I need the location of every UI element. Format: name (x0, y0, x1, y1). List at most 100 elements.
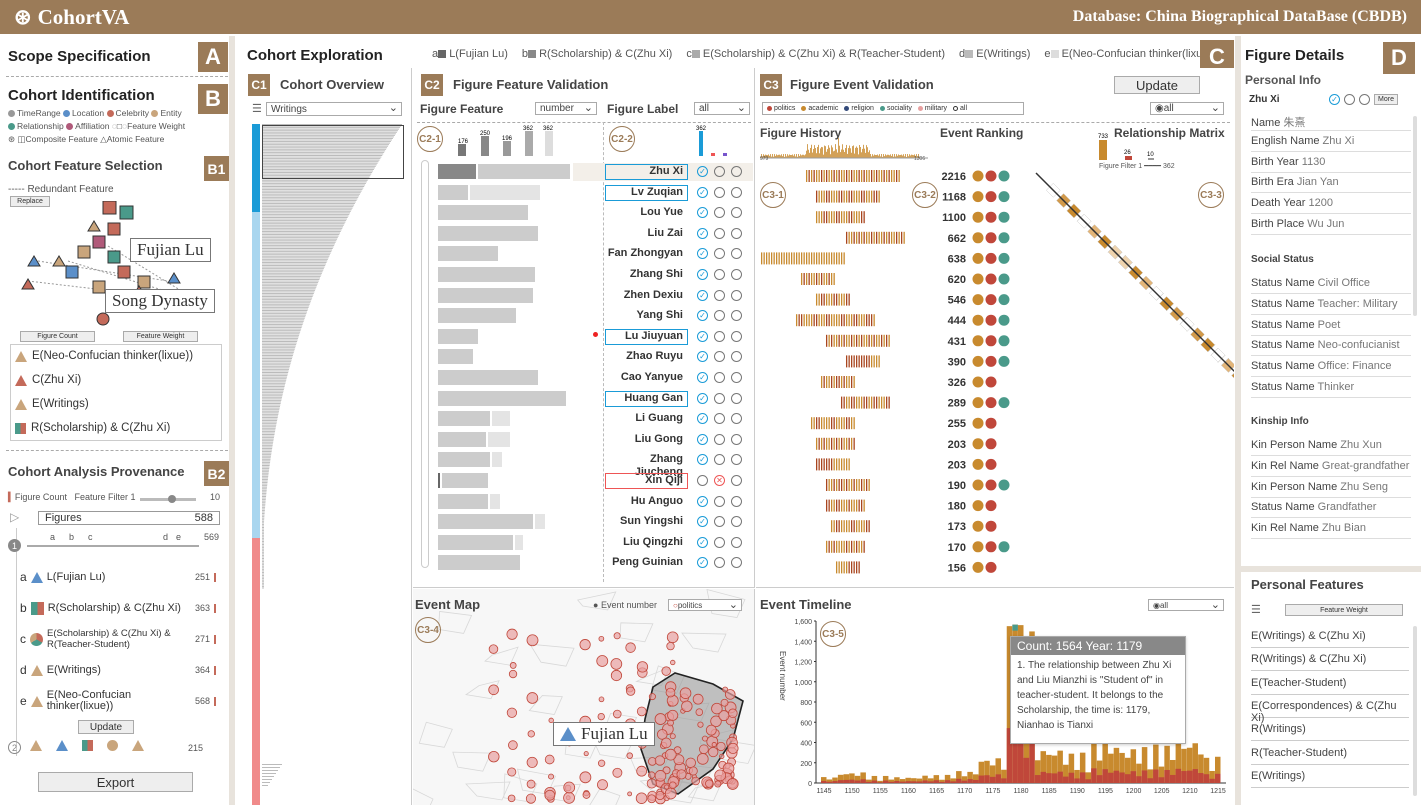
timeline-bar-politics[interactable] (1147, 778, 1153, 783)
event-point[interactable] (506, 628, 518, 640)
timeline-bar-politics[interactable] (1209, 778, 1215, 783)
event-point[interactable] (688, 766, 698, 776)
timeline-bar[interactable] (871, 775, 878, 783)
event-point[interactable] (724, 689, 736, 700)
timeline-bar-politics[interactable] (826, 781, 833, 783)
figure-label-radios[interactable]: ✓ (697, 413, 742, 425)
timeline-bar-politics[interactable] (1102, 769, 1108, 783)
feature-bar[interactable] (438, 349, 473, 365)
timeline-bar-politics[interactable] (854, 780, 861, 783)
provenance-item[interactable]: d E(Writings) 364 (20, 659, 216, 681)
figure-label-radios[interactable]: ✓ (697, 289, 742, 301)
feature-scrollbar[interactable] (421, 160, 429, 568)
event-update-button[interactable]: Update (1114, 76, 1200, 94)
history-histogram[interactable] (760, 138, 928, 160)
figure-label-radios[interactable]: ✓ (697, 433, 742, 445)
event-point[interactable] (597, 759, 606, 767)
event-point[interactable] (668, 781, 677, 790)
event-point[interactable] (613, 632, 621, 640)
event-history-row[interactable] (816, 293, 850, 306)
timeline-bar-politics[interactable] (860, 779, 866, 783)
timeline-bar[interactable] (1040, 751, 1047, 783)
overview-brush[interactable] (262, 125, 404, 179)
event-type-filter[interactable]: politics academic religion sociality mil… (762, 102, 1024, 115)
event-point[interactable] (597, 712, 605, 721)
figure-name[interactable]: Yang Shi (636, 309, 683, 322)
timeline-bar-politics[interactable] (1136, 776, 1142, 783)
timeline-bar-politics[interactable] (1175, 768, 1182, 783)
timeline-bar[interactable] (1074, 769, 1080, 783)
event-history-row[interactable] (836, 561, 860, 574)
timeline-bar-politics[interactable] (1153, 769, 1159, 783)
event-point[interactable] (720, 698, 729, 707)
event-point[interactable] (612, 767, 623, 778)
timeline-bar[interactable] (1057, 750, 1063, 783)
event-point[interactable] (669, 733, 676, 740)
timeline-bar[interactable] (1046, 754, 1052, 783)
timeline-bar-politics[interactable] (1203, 774, 1210, 783)
timeline-bar-politics[interactable] (1012, 727, 1018, 783)
timeline-bar[interactable] (933, 775, 940, 783)
figure-label-radios[interactable]: ✓ (697, 516, 742, 528)
figure-label-radios[interactable]: ✓ (697, 248, 742, 260)
timeline-bar-politics[interactable] (1068, 772, 1075, 783)
timeline-bar-politics[interactable] (1046, 773, 1052, 783)
event-point[interactable] (507, 794, 516, 803)
personal-feature-row[interactable]: E(Writings) (1251, 766, 1409, 788)
event-point[interactable] (670, 659, 676, 666)
event-point[interactable] (509, 662, 517, 669)
timeline-bar-politics[interactable] (1141, 770, 1148, 783)
timeline-bar-politics[interactable] (1130, 771, 1137, 783)
timeline-bar[interactable] (978, 761, 985, 783)
feature-bar[interactable] (438, 370, 538, 385)
event-history-row[interactable] (816, 211, 865, 224)
figure-label-radios[interactable]: ✓ (697, 495, 742, 507)
timeline-bar-politics[interactable] (1158, 777, 1165, 783)
event-point[interactable] (710, 715, 722, 728)
timeline-bar[interactable] (826, 779, 833, 783)
feature-histogram[interactable]: 176 250 196 362 362 (453, 123, 563, 157)
event-point[interactable] (647, 771, 656, 779)
event-point[interactable] (506, 707, 518, 718)
event-point[interactable] (665, 687, 676, 698)
event-point[interactable] (488, 750, 500, 763)
event-point[interactable] (625, 642, 636, 653)
label-histogram[interactable]: 362 (693, 123, 743, 157)
timeline-bar-politics[interactable] (1034, 775, 1041, 783)
feature-weight-button[interactable]: Feature Weight (123, 331, 198, 342)
personal-feature-row[interactable]: E(Teacher-Student) (1251, 673, 1409, 695)
relationship-matrix[interactable] (1035, 172, 1234, 383)
timeline-bar[interactable] (1186, 747, 1193, 783)
event-history-row[interactable] (826, 499, 865, 512)
feature-bar[interactable] (438, 308, 516, 324)
timeline-bar[interactable] (843, 774, 850, 783)
timeline-bar[interactable] (972, 774, 979, 783)
event-point[interactable] (699, 744, 709, 755)
feature-bar[interactable] (438, 390, 566, 406)
feature-weight-sort[interactable]: Feature Weight (1285, 604, 1403, 616)
provenance-item[interactable]: a L(Fujian Lu) 251 (20, 566, 216, 588)
event-point[interactable] (691, 776, 700, 786)
event-point[interactable] (596, 655, 609, 667)
event-history-row[interactable] (811, 417, 855, 430)
event-point[interactable] (702, 735, 708, 742)
feature-bar[interactable] (438, 514, 545, 530)
event-point[interactable] (728, 708, 738, 719)
event-rows[interactable]: 2216 1168 1100 662 638 620 546 444 431 390 326 289 2… (756, 164, 1234, 588)
timeline-select[interactable]: ◉ all (1148, 598, 1224, 611)
timeline-bar-politics[interactable] (871, 780, 878, 783)
timeline-bar-politics[interactable] (849, 779, 855, 783)
event-point[interactable] (661, 666, 671, 676)
event-history-row[interactable] (816, 190, 880, 203)
timeline-bar-politics[interactable] (927, 781, 934, 783)
event-point[interactable] (508, 740, 518, 750)
timeline-bar[interactable] (1006, 626, 1013, 783)
event-point[interactable] (719, 753, 725, 760)
event-point[interactable] (583, 751, 589, 757)
timeline-bar[interactable] (1209, 770, 1215, 783)
timeline-bar-politics[interactable] (1113, 770, 1120, 783)
timeline-bar-politics[interactable] (877, 782, 883, 783)
figure-name[interactable]: Liu Qingzhi (623, 535, 683, 548)
timeline-bar[interactable] (1091, 741, 1097, 783)
event-point[interactable] (610, 658, 623, 670)
